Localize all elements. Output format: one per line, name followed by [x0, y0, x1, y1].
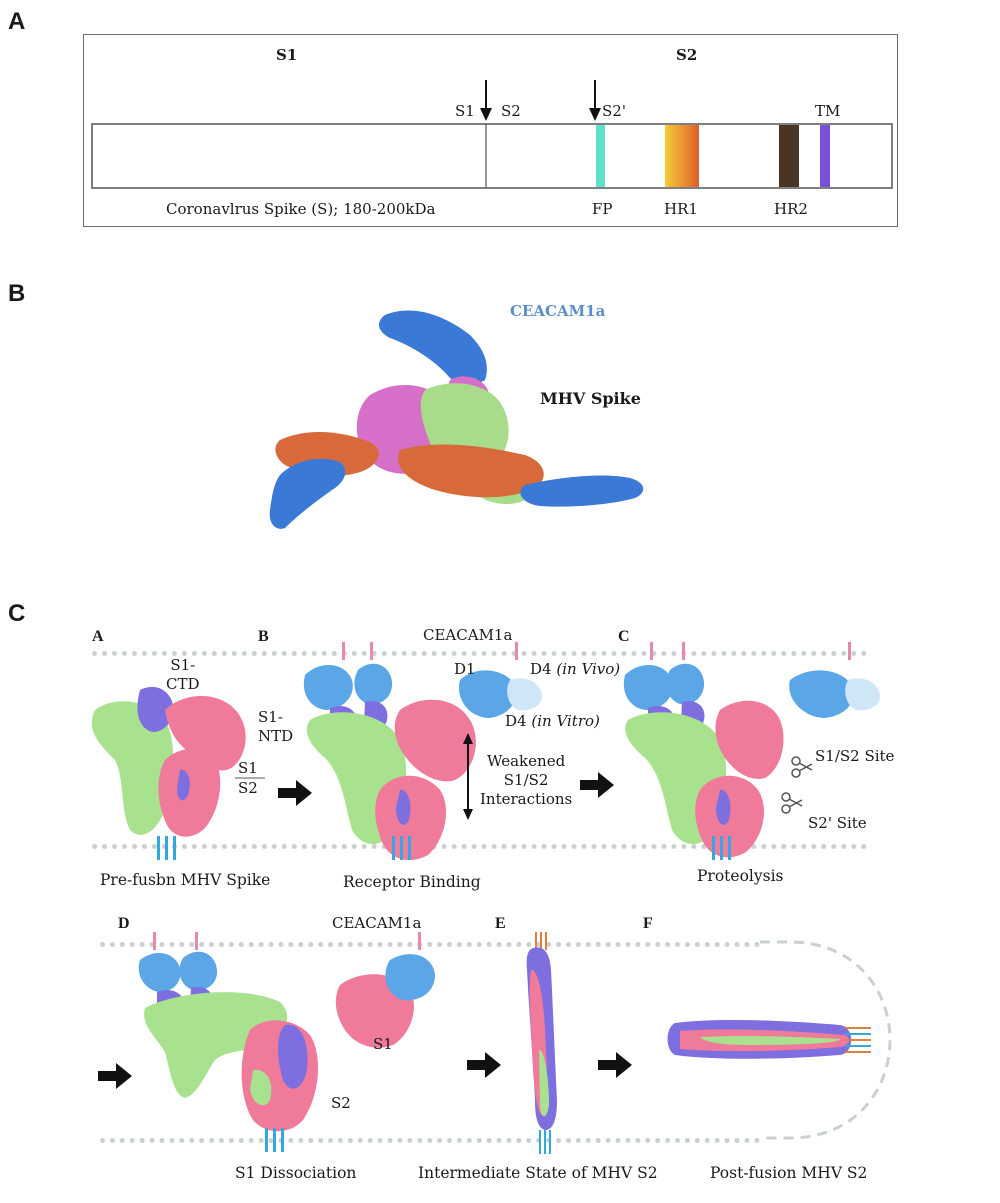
weakened-interactions-label: Weakened S1/S2 Interactions	[480, 752, 573, 808]
panel-b-letter: B	[8, 280, 26, 307]
s1-dissociation-drawing	[138, 932, 435, 1152]
panel-a-letter: A	[8, 8, 26, 35]
proteolysis-drawing	[623, 642, 881, 860]
membrane-bottom-row1	[92, 844, 867, 849]
step-b-letter: B	[258, 628, 269, 645]
step-e-letter: E	[495, 915, 506, 932]
ceacam1a-label: CEACAM1a	[510, 302, 606, 320]
step-a-s2-label: S2	[238, 779, 258, 797]
arrow-b-to-c	[580, 772, 614, 798]
step-b-ceacam1a-label: CEACAM1a	[423, 626, 513, 644]
membrane-bottom-row2	[100, 1138, 760, 1143]
arrow-c-to-d	[98, 1063, 132, 1089]
fp-segment	[596, 125, 605, 187]
step-c-letter: C	[618, 628, 630, 645]
prefusion-spike-drawing	[91, 686, 265, 860]
receptor-binding-caption: Receptor Binding	[343, 873, 481, 891]
arrow-e-to-f	[598, 1052, 632, 1078]
d4-in-vivo-label: D4 (in Vivo)	[530, 660, 621, 678]
tm-segment	[820, 125, 830, 187]
step-d-s2-label: S2	[331, 1094, 351, 1112]
tm-label: TM	[815, 102, 841, 120]
scissors-icon-2	[781, 792, 803, 814]
spike-caption: Coronavlrus Spike (S); 180-200kDa	[166, 200, 436, 218]
cleavage-arrow-2-head	[589, 108, 601, 121]
fp-label: FP	[592, 200, 613, 218]
panel-a-frame	[83, 34, 898, 227]
s1-ctd-label: S1- CTD	[166, 656, 200, 693]
hr2-segment	[779, 125, 799, 187]
s1-dissociation-caption: S1 Dissociation	[235, 1164, 357, 1182]
spike-bar	[91, 123, 893, 189]
membrane-top-row1	[92, 651, 867, 656]
postfusion-s2-drawing	[667, 940, 892, 1140]
hr1-segment	[665, 125, 699, 187]
scissors-icon-1	[791, 756, 813, 778]
intermediate-caption: Intermediate State of MHV S2	[418, 1164, 658, 1182]
cleavage-site-s2-prime-label: S2'	[602, 102, 626, 120]
receptor-binding-drawing	[303, 642, 543, 860]
step-f-letter: F	[643, 915, 653, 932]
prefusion-caption: Pre-fusbn MHV Spike	[100, 871, 271, 889]
step-d-s1-label: S1	[373, 1035, 393, 1053]
step-d-ceacam1a-label: CEACAM1a	[332, 914, 422, 932]
arrow-a-to-b	[278, 780, 312, 806]
panel-c-letter: C	[8, 600, 26, 627]
mhv-spike-label: MHV Spike	[540, 389, 641, 408]
step-a-s1-label: S1	[238, 759, 258, 777]
spike-domain-map	[91, 80, 893, 189]
d1-label: D1	[454, 660, 476, 678]
postfusion-caption: Post-fusion MHV S2	[710, 1164, 868, 1182]
mhv-spike-structure	[269, 310, 644, 529]
s2-prime-site-label: S2' Site	[808, 814, 867, 832]
d4-in-vitro-label: D4 (in Vitro)	[505, 712, 600, 730]
arrow-d-to-e	[467, 1052, 501, 1078]
cleavage-site-s2-label: S2	[501, 102, 521, 120]
s1-domain-label: S1	[276, 46, 298, 64]
hr1-label: HR1	[664, 200, 698, 218]
s1-ntd-label: S1- NTD	[258, 708, 294, 745]
cleavage-arrow-1-head	[480, 108, 492, 121]
intermediate-s2-drawing	[526, 932, 557, 1154]
membrane-top-row2	[100, 942, 760, 947]
step-d-letter: D	[118, 915, 130, 932]
cleavage-site-s1-label: S1	[455, 102, 475, 120]
hr2-label: HR2	[774, 200, 808, 218]
proteolysis-caption: Proteolysis	[697, 867, 784, 885]
s1s2-site-label: S1/S2 Site	[815, 747, 895, 765]
step-a-letter: A	[92, 628, 104, 645]
s2-domain-label: S2	[676, 46, 698, 64]
